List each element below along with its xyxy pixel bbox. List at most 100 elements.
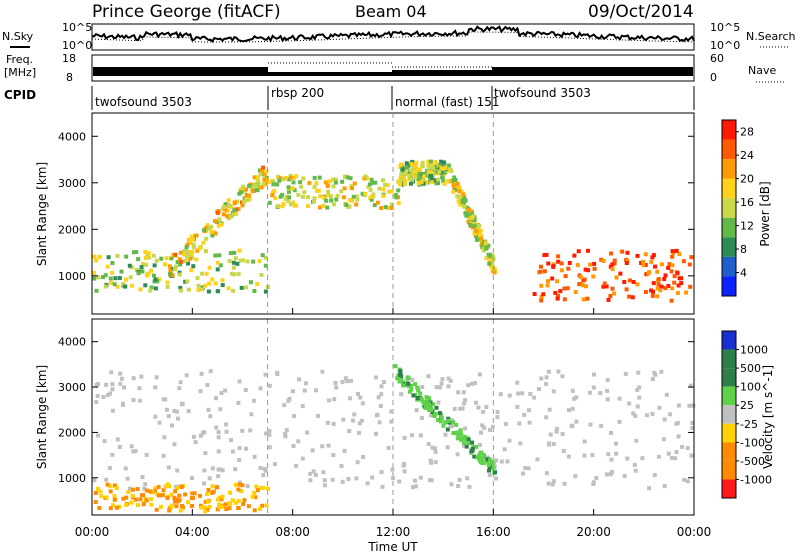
- velocity-cell: [287, 396, 292, 401]
- power-cell: [627, 294, 632, 299]
- power-cell: [190, 249, 195, 254]
- velocity-cell: [461, 390, 466, 395]
- velocity-cell: [217, 505, 221, 510]
- velocity-cell: [102, 439, 107, 444]
- velocity-cell: [236, 487, 241, 492]
- velocity-cell: [687, 403, 692, 408]
- velocity-cell: [206, 407, 211, 412]
- power-cell: [602, 281, 607, 286]
- velocity-cell: [402, 435, 407, 440]
- velocity-cell: [110, 387, 115, 392]
- power-cell: [472, 217, 477, 222]
- velocity-cell: [154, 507, 159, 512]
- velocity-cell: [532, 395, 537, 400]
- velocity-cell: [405, 375, 410, 380]
- power-colorbar-tick-label-2: 12: [740, 220, 754, 233]
- velocity-cell: [202, 481, 207, 486]
- velocity-cell: [322, 478, 327, 483]
- velocity-cell: [544, 382, 549, 386]
- power-cell: [345, 175, 350, 180]
- velocity-cell: [322, 483, 327, 488]
- power-cell: [450, 179, 454, 184]
- velocity-cell: [650, 411, 655, 416]
- velocity-cell: [418, 433, 423, 438]
- velocity-cell: [473, 381, 477, 385]
- velocity-cell: [345, 379, 350, 384]
- nsky-trace: [91, 25, 695, 43]
- freq-tick-top: 18: [62, 52, 76, 65]
- power-cell: [216, 223, 221, 228]
- velocity-cell: [377, 420, 382, 425]
- power-cell: [651, 253, 656, 258]
- velocity-cell: [340, 379, 345, 384]
- power-cell: [539, 283, 544, 288]
- power-cell: [562, 286, 567, 291]
- velocity-cell: [690, 421, 695, 425]
- velocity-cell: [441, 423, 446, 428]
- velocity-cell: [126, 490, 131, 494]
- velocity-cell: [141, 502, 146, 507]
- power-colorbar-swatch-5: [722, 178, 736, 199]
- velocity-cell: [267, 428, 272, 433]
- power-cell: [165, 280, 170, 285]
- power-cell: [146, 271, 151, 276]
- power-cell: [101, 275, 105, 280]
- velocity-cell: [119, 376, 124, 381]
- power-cell: [213, 219, 217, 224]
- power-cell: [167, 264, 172, 269]
- velocity-cell: [261, 485, 266, 490]
- power-cell: [312, 196, 317, 201]
- velocity-cell: [515, 404, 520, 409]
- power-cell: [294, 174, 299, 179]
- velocity-cell: [355, 460, 360, 465]
- power-cell: [663, 273, 668, 278]
- power-colorbar-label: Power [dB]: [758, 181, 772, 246]
- power-cell: [259, 272, 264, 277]
- power-cell: [136, 257, 141, 262]
- velocity-cell: [457, 477, 462, 482]
- power-cell: [325, 184, 330, 188]
- velocity-cell: [439, 416, 444, 421]
- velocity-cell: [421, 402, 426, 406]
- velocity-cell: [305, 430, 310, 435]
- velocity-cell: [402, 461, 407, 466]
- power-cell: [622, 280, 627, 284]
- power-cell: [131, 250, 136, 255]
- power-cell: [204, 236, 209, 241]
- velocity-cell: [172, 409, 177, 413]
- velocity-cell: [334, 385, 339, 390]
- velocity-cell: [461, 440, 466, 445]
- power-cell: [588, 262, 593, 267]
- power-cell: [436, 162, 441, 167]
- velocity-cell: [205, 499, 210, 504]
- power-cell: [558, 289, 563, 294]
- power-cell: [488, 253, 493, 258]
- cpid-segment-4: twofsound 3503: [494, 86, 591, 100]
- power-cell: [204, 226, 209, 230]
- power-cell: [162, 262, 167, 267]
- cpid-segment-3: normal (fast) 151: [395, 95, 499, 109]
- velocity-cell: [445, 427, 450, 432]
- power-cell: [610, 262, 615, 267]
- power-cell: [446, 163, 451, 168]
- velocity-cell: [544, 375, 549, 380]
- velocity-cell: [673, 456, 678, 461]
- velocity-cell: [150, 490, 155, 495]
- power-cell: [288, 202, 293, 207]
- power-cell: [666, 284, 671, 288]
- power-cell: [237, 191, 242, 196]
- velocity-cell: [291, 444, 296, 448]
- velocity-cell: [374, 375, 378, 380]
- power-cell: [241, 258, 245, 263]
- power-cell: [435, 170, 440, 174]
- velocity-cell: [161, 488, 166, 493]
- velocity-colorbar-tick-label-5: -100: [740, 436, 765, 449]
- velocity-cell: [162, 435, 167, 440]
- power-cell: [187, 237, 192, 242]
- power-cell: [389, 206, 394, 210]
- time-tick-label-4: 16:00: [476, 525, 511, 539]
- velocity-cell: [546, 369, 551, 374]
- power-cell: [189, 252, 194, 257]
- velocity-cell: [409, 387, 414, 392]
- beam-title: Beam 04: [355, 2, 427, 21]
